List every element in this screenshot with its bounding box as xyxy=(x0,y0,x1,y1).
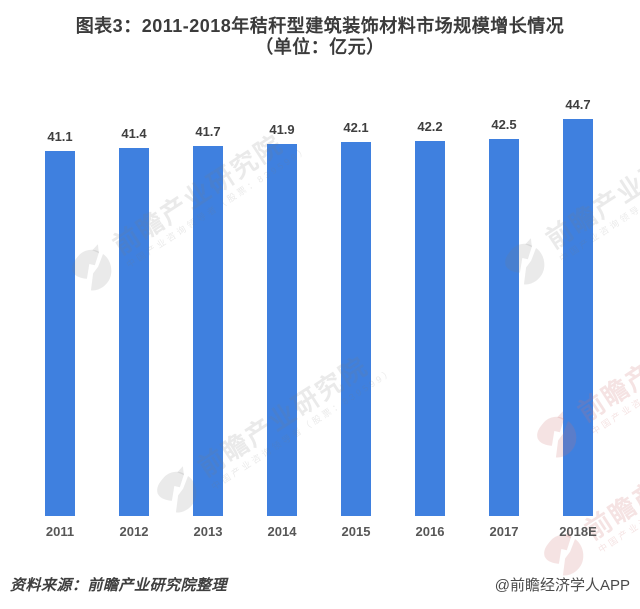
chart-title: 图表3：2011-2018年秸秆型建筑装饰材料市场规模增长情况 （单位：亿元） xyxy=(0,16,640,58)
x-tick-label: 2014 xyxy=(267,524,297,539)
bar-value-label: 41.4 xyxy=(121,126,147,141)
x-tick-label: 2018E xyxy=(559,524,597,539)
bar-value-label: 41.9 xyxy=(269,122,295,137)
brand-credit: @前瞻经济学人APP xyxy=(494,577,630,594)
bar-value-label: 41.1 xyxy=(47,129,73,144)
plot-area: 41.1 41.4 41.7 41.9 42.1 42.2 42.5 44.7 xyxy=(45,97,593,516)
bar xyxy=(563,119,593,516)
chart-title-line1: 图表3：2011-2018年秸秆型建筑装饰材料市场规模增长情况 xyxy=(75,16,565,36)
bar xyxy=(267,144,297,516)
x-tick-label: 2017 xyxy=(489,524,519,539)
bar xyxy=(489,139,519,516)
footer: 资料来源：前瞻产业研究院整理 @前瞻经济学人APP xyxy=(10,574,630,595)
bar xyxy=(193,146,223,516)
bar-value-label: 44.7 xyxy=(565,97,591,112)
bar-value-label: 42.1 xyxy=(343,120,369,135)
bar-value-label: 42.5 xyxy=(491,117,517,132)
x-tick-label: 2011 xyxy=(45,524,75,539)
bar-value-label: 42.2 xyxy=(417,119,443,134)
bar-value-label: 41.7 xyxy=(195,124,221,139)
bar xyxy=(341,142,371,516)
source-note: 资料来源：前瞻产业研究院整理 xyxy=(10,577,228,594)
chart-title-line2: （单位：亿元） xyxy=(255,37,385,57)
bar xyxy=(45,151,75,516)
x-tick-label: 2016 xyxy=(415,524,445,539)
bar xyxy=(119,148,149,516)
x-tick-label: 2013 xyxy=(193,524,223,539)
x-tick-label: 2015 xyxy=(341,524,371,539)
bar xyxy=(415,141,445,516)
x-tick-label: 2012 xyxy=(119,524,149,539)
